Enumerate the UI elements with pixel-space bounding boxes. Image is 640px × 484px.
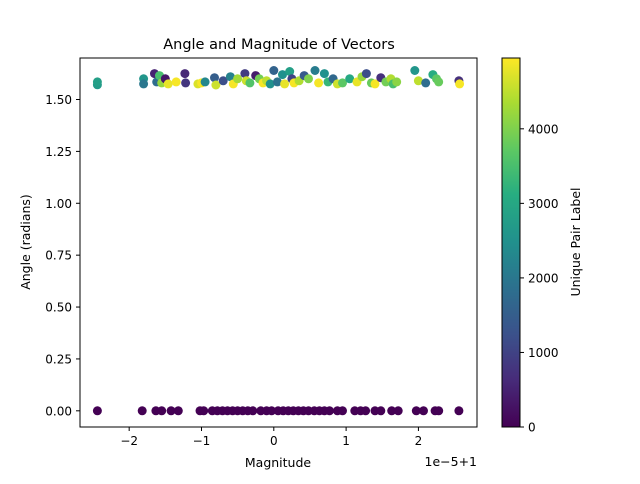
scatter-point [200,77,210,87]
scatter-point [199,406,209,416]
scatter-point [278,70,287,80]
plot-area [92,66,465,416]
y-tick-label: 0.75 [45,249,72,263]
scatter-point [310,66,320,75]
scatter-point [166,406,176,416]
scatter-point [233,74,243,84]
colorbar-label: Unique Pair Label [568,187,583,296]
scatter-point [157,406,167,416]
scatter-point [171,77,181,87]
scatter-point [180,69,190,79]
scatter-point [218,76,228,86]
colorbar-axis: 0 1000 2000 3000 4000 [520,122,559,435]
scatter-point [314,78,324,88]
scatter-point [376,406,386,416]
scatter-point [211,80,221,90]
x-axis-offset-label: 1e−5+1 [425,454,478,469]
colorbar-tick-label: 3000 [528,197,559,211]
y-tick-label: 1.25 [45,145,72,159]
x-tick-label: 2 [415,434,423,448]
x-tick-label: 0 [270,434,278,448]
x-tick-label: −1 [193,434,211,448]
scatter-point [345,74,355,84]
y-axis-label: Angle (radians) [18,194,33,290]
scatter-point [410,66,420,75]
scatter-point [248,406,258,416]
scatter-point [267,406,277,416]
scatter-point [361,406,371,416]
scatter-point [361,69,371,79]
x-tick-label: 1 [342,434,350,448]
scatter-point [269,66,279,75]
scatter-point [434,77,444,87]
scatter-point [92,77,102,87]
scatter-point [393,406,403,416]
scatter-point [285,67,295,76]
scatter-point [181,78,191,88]
colorbar-tick-label: 2000 [528,271,559,285]
scatter-point [245,78,255,88]
scatter-point [210,73,219,83]
scatter-point [419,406,428,416]
x-axis: −2 −1 0 1 2 [120,427,422,448]
scatter-point [325,406,334,416]
scatter-point [225,72,235,82]
y-axis: 0.00 0.25 0.50 0.75 1.00 1.25 1.50 [45,93,80,418]
y-tick-label: 0.00 [45,404,72,418]
scatter-point [370,79,380,89]
scatter-point [92,406,102,416]
scatter-point [139,79,149,89]
scatter-point [411,406,421,416]
scatter-point [387,406,397,416]
y-tick-label: 0.50 [45,301,72,315]
scatter-point [280,79,290,89]
colorbar [501,57,521,428]
scatter-point [319,69,329,79]
scatter-point [434,406,444,416]
scatter-point [392,77,402,87]
scatter-point [304,74,313,84]
scatter-point [265,79,275,89]
scatter-point [455,79,465,89]
colorbar-tick-label: 1000 [528,346,559,360]
scatter-point [240,69,250,79]
scatter-point [338,406,347,416]
scatter-point [413,76,423,86]
x-axis-label: Magnitude [245,455,312,470]
scatter-point [421,78,431,88]
scatter-point [173,406,183,416]
colorbar-tick-label: 4000 [528,122,559,136]
scatter-point [163,79,173,89]
x-tick-label: −2 [120,434,138,448]
scatter-point [272,77,282,87]
y-tick-label: 0.25 [45,352,72,366]
plot-frame [79,57,478,428]
scatter-point [454,406,464,416]
colorbar-tick-label: 0 [528,421,536,435]
scatter-point [338,78,347,88]
y-tick-label: 1.50 [45,93,72,107]
scatter-point [137,406,147,416]
y-tick-label: 1.00 [45,197,72,211]
chart-title: Angle and Magnitude of Vectors [163,37,395,53]
